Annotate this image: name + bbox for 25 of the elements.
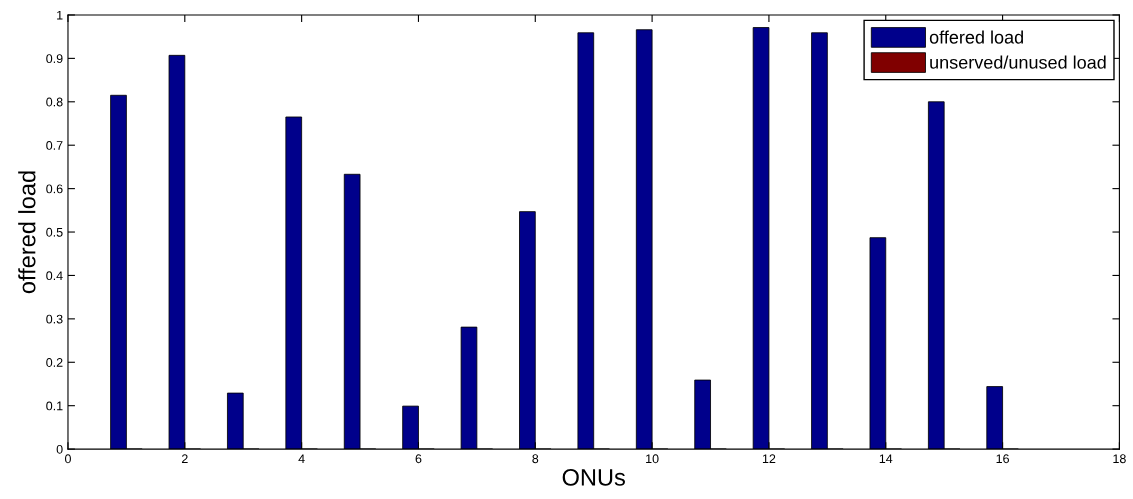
y-tick-label: 0.5 [46, 227, 63, 237]
x-tick-label: 14 [879, 454, 893, 464]
x-tick-label: 0 [64, 454, 71, 464]
x-tick-label: 10 [646, 454, 659, 464]
y-tick-label: 0.1 [46, 401, 63, 411]
y-axis-title: offered load [18, 171, 36, 294]
legend-label: offered load [929, 30, 1023, 44]
y-tick-label: 0.8 [46, 97, 63, 107]
x-tick-label: 12 [762, 454, 776, 464]
x-tick-label: 18 [1113, 454, 1126, 464]
y-tick-label: 0.7 [46, 141, 63, 150]
x-tick-label: 2 [181, 454, 188, 464]
y-tick-label: 0.6 [46, 184, 63, 194]
x-tick-label: 6 [415, 454, 422, 464]
x-tick-label: 8 [532, 454, 539, 464]
y-tick-label: 0.2 [46, 358, 63, 367]
y-tick-label: 0.4 [46, 271, 63, 281]
x-axis-title: ONUs [562, 469, 625, 486]
legend-label: unserved/unused load [930, 55, 1106, 69]
x-tick-label: 4 [298, 454, 305, 464]
x-tick-label: 16 [996, 454, 1009, 464]
y-tick-label: 0 [56, 444, 63, 454]
y-tick-label: 1 [57, 10, 63, 20]
y-tick-label: 0.3 [46, 314, 63, 324]
y-tick-label: 0.9 [46, 54, 63, 64]
